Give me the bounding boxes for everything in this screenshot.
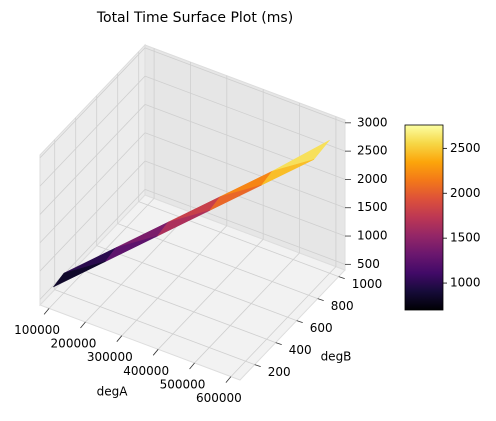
grid-line	[230, 266, 337, 377]
x-axis-label: degA	[97, 385, 129, 399]
x-tick	[80, 321, 86, 329]
y-tick	[317, 298, 324, 301]
grid-line	[96, 245, 297, 321]
x-tick	[189, 362, 195, 370]
y-axis-label: degB	[321, 350, 352, 364]
colorbar-tick-label: 1500	[450, 231, 481, 245]
colorbar	[404, 124, 444, 311]
grid-line	[54, 289, 255, 365]
grid-line	[39, 47, 146, 159]
y-tick-label: 1000	[352, 277, 383, 291]
y-tick	[275, 342, 282, 345]
y-tick	[338, 276, 345, 279]
colorbar-tick-label: 2500	[450, 141, 481, 155]
grid-line	[39, 160, 146, 272]
grid-line	[121, 225, 228, 336]
z-tick-label: 1000	[357, 229, 388, 243]
grid-line	[39, 104, 146, 215]
y-tick-label: 600	[310, 321, 333, 335]
y-tick-label: 400	[289, 343, 312, 357]
x-tick-label: 600000	[196, 391, 242, 405]
grid-line	[144, 188, 346, 265]
x-tick	[116, 335, 123, 342]
grid-line	[75, 267, 276, 343]
grid-line	[39, 189, 146, 300]
y-tick	[296, 320, 303, 323]
grid-line	[39, 132, 146, 244]
grid-line	[85, 211, 191, 323]
y-tick	[254, 364, 261, 367]
x-tick-label: 500000	[160, 377, 206, 391]
colorbar-tick-label: 1000	[450, 276, 481, 290]
surface-facet	[105, 235, 158, 262]
x-tick-label: 300000	[87, 350, 133, 364]
grid-line	[144, 160, 346, 237]
z-tick-label: 2500	[357, 144, 388, 158]
z-tick-label: 3000	[357, 115, 388, 129]
surface-facet	[53, 261, 106, 288]
grid-line	[144, 47, 346, 124]
surface-facet	[209, 184, 262, 211]
grid-line	[48, 198, 155, 309]
surface-facet	[157, 210, 210, 237]
y-tick-label: 800	[331, 299, 354, 313]
colorbar-tick-label: 2000	[450, 186, 481, 200]
x-tick	[152, 349, 159, 356]
z-tick-label: 2000	[357, 172, 388, 186]
grid-line	[144, 132, 346, 209]
x-tick-label: 200000	[51, 337, 97, 351]
z-tick-label: 1500	[357, 200, 388, 214]
y-tick-label: 200	[268, 365, 291, 379]
grid-line	[157, 239, 264, 350]
x-tick-label: 100000	[14, 323, 60, 337]
grid-line	[144, 75, 346, 152]
grid-line	[194, 252, 300, 364]
x-tick-label: 400000	[123, 364, 169, 378]
x-tick	[225, 376, 232, 383]
x-tick	[43, 308, 50, 315]
surface-facet	[261, 159, 314, 186]
grid-line	[138, 201, 339, 277]
grid-line	[144, 104, 346, 180]
grid-line	[39, 75, 146, 187]
chart-title: Total Time Surface Plot (ms)	[96, 10, 293, 26]
z-tick-label: 500	[357, 257, 380, 271]
